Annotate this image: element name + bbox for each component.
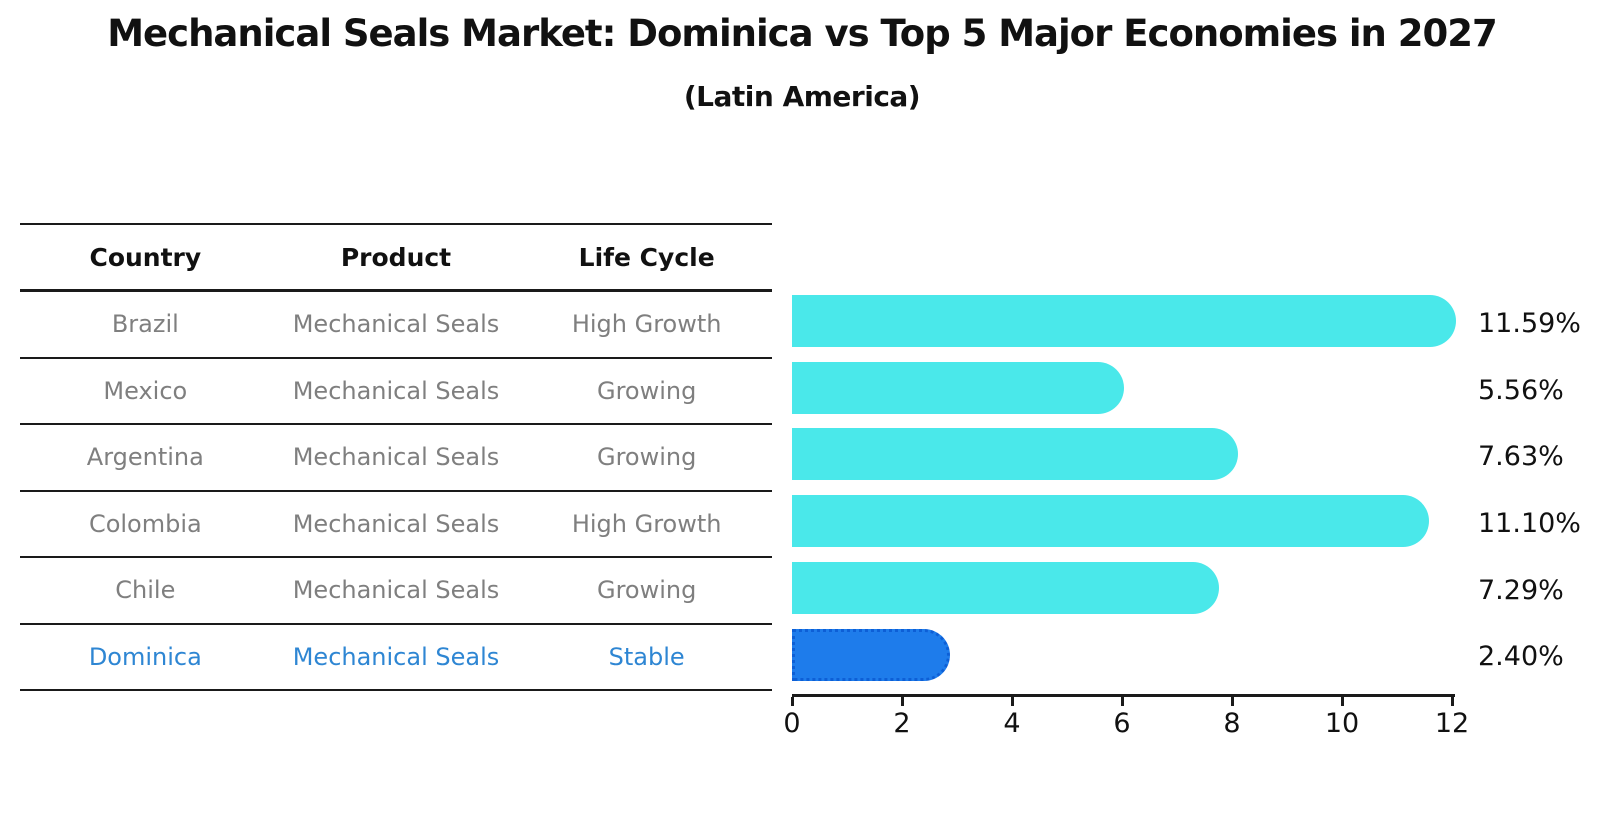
lifecycle-cell: Growing	[596, 443, 697, 472]
table-row: Chile Mechanical Seals Growing	[20, 558, 772, 625]
bar-row: 2.40%	[792, 624, 1604, 691]
x-axis-tick-mark	[791, 697, 794, 706]
country-cell: Dominica	[88, 642, 202, 671]
bar-dominica	[792, 628, 950, 681]
table-body: Brazil Mechanical Seals High Growth Mexico M…	[20, 292, 772, 691]
lifecycle-cell: High Growth	[571, 310, 722, 339]
x-axis-tick-label: 10	[1324, 708, 1360, 739]
x-axis-tick-label: 4	[1003, 708, 1021, 739]
country-cell: Brazil	[111, 310, 179, 339]
column-header-country: Country	[89, 242, 202, 272]
bar-chart: 11.59% 5.56% 7.63% 11.10% 7.29% 2.40% 0 2 4 6 8 10…	[783, 290, 1604, 790]
lifecycle-cell: Stable	[608, 642, 685, 671]
country-cell: Argentina	[86, 443, 204, 472]
bar-chile	[792, 561, 1219, 614]
bar-value-label: 2.40%	[1478, 641, 1564, 673]
x-axis-tick-label: 0	[783, 708, 801, 739]
bar-row: 7.29%	[792, 557, 1604, 624]
bar-value-label: 5.56%	[1478, 374, 1564, 406]
lifecycle-cell: High Growth	[571, 509, 722, 538]
x-axis-tick-label: 12	[1434, 708, 1470, 739]
x-axis-tick-mark	[1451, 697, 1454, 706]
bar-value-label: 11.59%	[1478, 307, 1581, 339]
x-axis-line	[792, 694, 1455, 697]
column-header-lifecycle: Life Cycle	[578, 242, 715, 272]
x-axis-tick-mark	[1011, 697, 1014, 706]
x-axis-tick-mark	[1121, 697, 1124, 706]
bar-colombia	[792, 495, 1429, 548]
bar-value-label: 11.10%	[1478, 507, 1581, 539]
column-header-product: Product	[340, 242, 452, 272]
product-cell: Mechanical Seals	[292, 642, 500, 671]
x-axis-tick-label: 2	[893, 708, 911, 739]
chart-title: Mechanical Seals Market: Dominica vs Top…	[107, 12, 1498, 55]
product-cell: Mechanical Seals	[292, 310, 500, 339]
bar-row: 11.59%	[792, 290, 1604, 357]
product-cell: Mechanical Seals	[292, 376, 500, 405]
bar-row: 7.63%	[792, 423, 1604, 490]
country-cell: Mexico	[103, 376, 188, 405]
country-table: Country Product Life Cycle Brazil Mechani…	[20, 223, 772, 691]
table-row: Argentina Mechanical Seals Growing	[20, 425, 772, 492]
product-cell: Mechanical Seals	[292, 576, 500, 605]
bar-mexico	[792, 361, 1124, 414]
table-header-row: Country Product Life Cycle	[20, 223, 772, 292]
bar-value-label: 7.29%	[1478, 574, 1564, 606]
lifecycle-cell: Growing	[596, 576, 697, 605]
x-axis-tick-label: 8	[1223, 708, 1241, 739]
bar-value-label: 7.63%	[1478, 441, 1564, 473]
bar-row: 11.10%	[792, 490, 1604, 557]
bar-brazil	[792, 295, 1456, 347]
table-row: Colombia Mechanical Seals High Growth	[20, 492, 772, 558]
country-cell: Chile	[115, 576, 176, 605]
bar-argentina	[792, 428, 1238, 481]
x-axis-tick-mark	[1341, 697, 1344, 706]
bar-row: 5.56%	[792, 357, 1604, 424]
table-row: Dominica Mechanical Seals Stable	[20, 625, 772, 691]
product-cell: Mechanical Seals	[292, 443, 500, 472]
table-row: Mexico Mechanical Seals Growing	[20, 359, 772, 425]
country-cell: Colombia	[88, 509, 202, 538]
lifecycle-cell: Growing	[596, 376, 697, 405]
product-cell: Mechanical Seals	[292, 509, 500, 538]
x-axis-tick-mark	[1231, 697, 1234, 706]
x-axis-tick-label: 6	[1113, 708, 1131, 739]
x-axis-tick-mark	[901, 697, 904, 706]
table-row: Brazil Mechanical Seals High Growth	[20, 292, 772, 359]
chart-subtitle: (Latin America)	[683, 80, 921, 113]
